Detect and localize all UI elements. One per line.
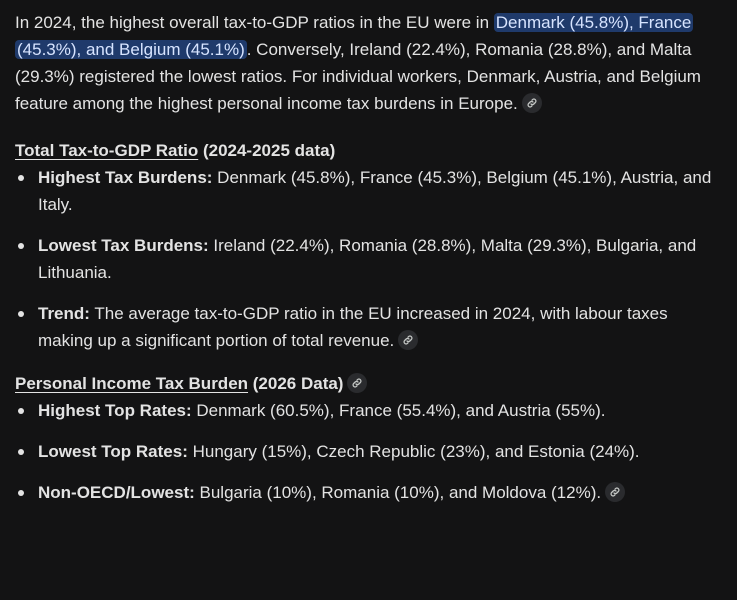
source-link-chip[interactable] xyxy=(398,330,419,350)
source-link-chip[interactable] xyxy=(521,93,542,113)
item-text: Hungary (15%), Czech Republic (23%), and… xyxy=(187,442,640,461)
item-text: Bulgaria (10%), Romania (10%), and Moldo… xyxy=(194,483,602,502)
list-item: Lowest Top Rates: Hungary (15%), Czech R… xyxy=(15,438,727,465)
link-icon xyxy=(403,335,413,345)
section-heading-rest: (2024-2025 data) xyxy=(198,141,336,160)
section-heading-rest: (2026 Data) xyxy=(248,374,344,393)
item-label: Highest Tax Burdens: xyxy=(38,168,213,187)
list-item: Non-OECD/Lowest: Bulgaria (10%), Romania… xyxy=(15,479,727,506)
link-icon xyxy=(352,378,362,388)
personal-income-tax-list: Highest Top Rates: Denmark (60.5%), Fran… xyxy=(15,397,727,506)
link-icon xyxy=(527,98,537,108)
section-heading-tax-to-gdp: Total Tax-to-GDP Ratio (2024-2025 data) xyxy=(15,137,727,164)
item-text: Ireland (22.4%), Romania (28.8%), Malta … xyxy=(38,236,697,282)
intro-rest: . Conversely, Ireland (22.4%), Romania (… xyxy=(15,40,701,113)
list-item: Lowest Tax Burdens: Ireland (22.4%), Rom… xyxy=(15,232,727,286)
tax-to-gdp-list: Highest Tax Burdens: Denmark (45.8%), Fr… xyxy=(15,164,727,354)
response-content: In 2024, the highest overall tax-to-GDP … xyxy=(15,9,727,506)
section-heading-personal-income-tax: Personal Income Tax Burden (2026 Data) xyxy=(15,370,727,397)
source-link-chip[interactable] xyxy=(347,373,368,393)
item-label: Non-OECD/Lowest: xyxy=(38,483,195,502)
item-text: Denmark (60.5%), France (55.4%), and Aus… xyxy=(191,401,606,420)
source-link-chip[interactable] xyxy=(605,482,626,502)
item-label: Lowest Top Rates: xyxy=(38,442,188,461)
item-label: Highest Top Rates: xyxy=(38,401,192,420)
section-heading-underlined: Personal Income Tax Burden xyxy=(15,374,249,393)
list-item: Highest Tax Burdens: Denmark (45.8%), Fr… xyxy=(15,164,727,218)
list-item: Trend: The average tax-to-GDP ratio in t… xyxy=(15,300,727,354)
section-heading-underlined: Total Tax-to-GDP Ratio xyxy=(15,141,199,160)
item-label: Trend: xyxy=(38,304,90,323)
item-label: Lowest Tax Burdens: xyxy=(38,236,209,255)
intro-lead: In 2024, the highest overall tax-to-GDP … xyxy=(15,13,494,32)
item-text: The average tax-to-GDP ratio in the EU i… xyxy=(38,304,668,350)
list-item: Highest Top Rates: Denmark (60.5%), Fran… xyxy=(15,397,727,424)
link-icon xyxy=(610,487,620,497)
intro-paragraph: In 2024, the highest overall tax-to-GDP … xyxy=(15,9,727,117)
item-text: Denmark (45.8%), France (45.3%), Belgium… xyxy=(38,168,712,214)
